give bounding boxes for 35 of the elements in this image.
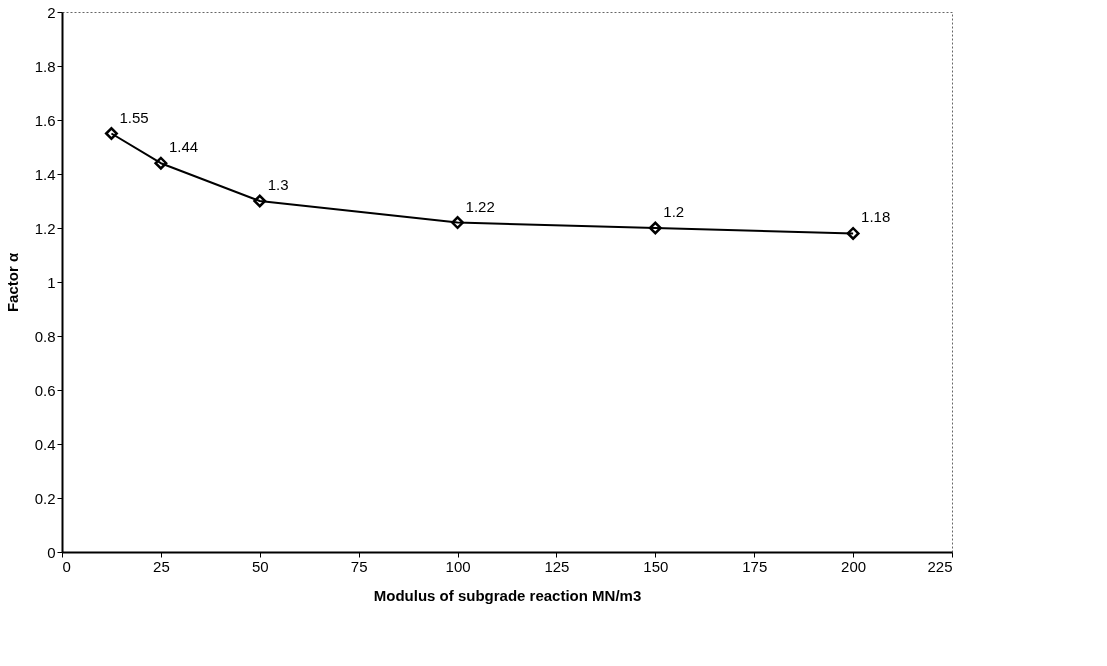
point — [451, 216, 465, 230]
point — [846, 226, 860, 240]
data-label: 1.3 — [267, 176, 289, 193]
x-tick-label: 0 — [62, 557, 71, 575]
x-tick-label: 25 — [153, 557, 170, 575]
x-tick-label: 200 — [841, 557, 867, 575]
y-tick-label: 1.6 — [34, 111, 56, 129]
y-tick-label: 0.2 — [34, 489, 56, 507]
data-label: 1.55 — [119, 108, 149, 126]
x-tick-label: 75 — [350, 557, 368, 575]
y-tick-label: 2 — [47, 3, 56, 21]
data-label: 1.22 — [465, 197, 495, 215]
y-tick-label: 0.4 — [34, 435, 56, 453]
x-tick-label: 150 — [643, 557, 669, 575]
point — [104, 127, 118, 140]
point — [154, 156, 168, 170]
data-label: 1.2 — [663, 203, 685, 220]
y-tick-label: 1.4 — [34, 165, 56, 183]
point — [253, 194, 267, 208]
x-tick-label: 225 — [927, 557, 953, 575]
y-tick-label: 1.2 — [34, 219, 56, 237]
x-axis-title: Modulus of subgrade reaction MN/m3 — [373, 586, 642, 604]
y-tick-label: 1.8 — [34, 57, 56, 75]
y-tick-label: 1 — [47, 273, 56, 291]
point — [648, 221, 662, 235]
x-tick-label: 175 — [742, 557, 768, 575]
x-tick-label: 125 — [544, 557, 570, 575]
y-tick-label: 0.6 — [34, 381, 56, 399]
data-label: 1.44 — [168, 138, 199, 156]
x-tick-label: 100 — [445, 557, 471, 575]
y-axis-title: Factor α — [3, 252, 21, 313]
x-tick-label: 50 — [251, 557, 269, 575]
y-tick-label: 0 — [47, 543, 56, 561]
data-label: 1.18 — [861, 208, 891, 226]
y-tick-label: 0.8 — [34, 327, 56, 345]
